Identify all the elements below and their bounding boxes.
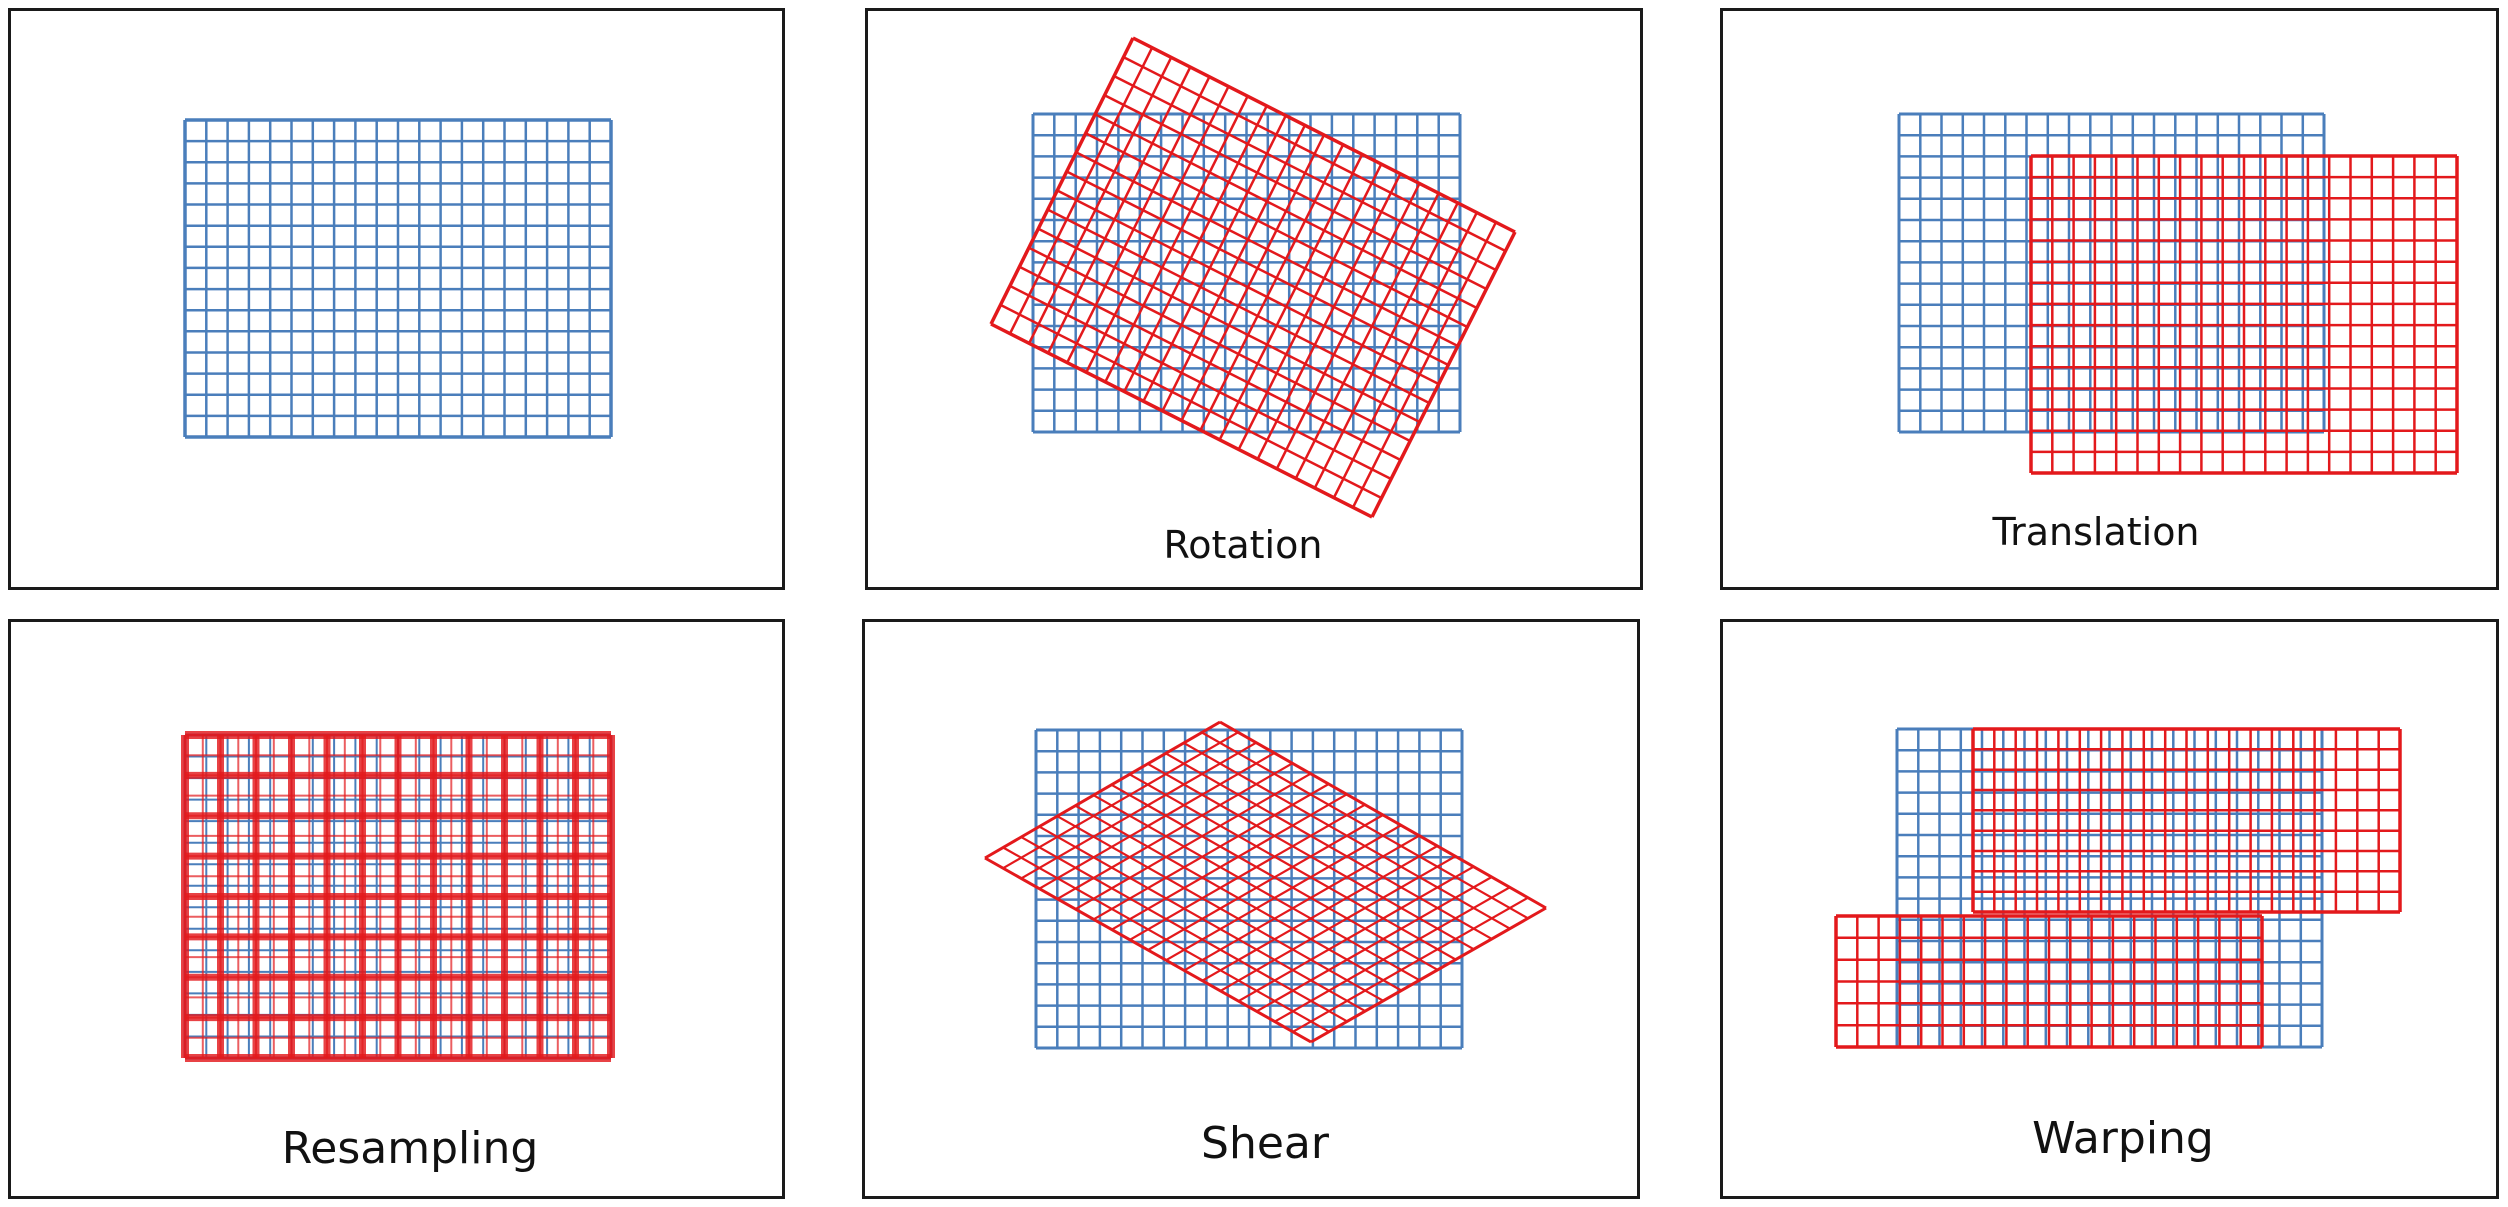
grid-line-horizontal [1038, 825, 1366, 1013]
grid-line-vertical [1066, 76, 1211, 364]
grid-line-vertical [1275, 182, 1421, 470]
rotation-transformed-grid [989, 36, 1517, 519]
grid-line-vertical [1274, 886, 1511, 1023]
grid-line-horizontal [1056, 815, 1384, 1002]
grid-line-horizontal [1092, 794, 1421, 982]
grid-line-vertical [1256, 876, 1493, 1013]
shear-transformed-grid [984, 720, 1547, 1044]
grid-line-horizontal [1165, 752, 1493, 940]
panel-translation [1720, 8, 2499, 590]
grid-line-vertical [1199, 144, 1345, 431]
grid-line-horizontal [1018, 265, 1402, 462]
grid-line-vertical [1147, 814, 1384, 951]
grid-line-horizontal [1129, 773, 1457, 961]
grid-line-vertical [1165, 824, 1402, 962]
grid-line-vertical [1129, 803, 1366, 941]
grid-line-vertical [1142, 115, 1287, 402]
grid-line-horizontal [1085, 132, 1468, 329]
grid-line-vertical [1104, 95, 1249, 383]
grid-line-vertical [1180, 134, 1326, 422]
resampling-fine-grid [184, 734, 612, 1059]
grid-line-vertical [989, 37, 1135, 325]
grid-line-horizontal [1047, 208, 1430, 405]
grid-layer [181, 36, 2459, 1062]
grid-line-vertical [984, 720, 1221, 860]
caption-resampling: Resampling [282, 1123, 539, 1174]
grid-line-horizontal [999, 303, 1383, 500]
grid-line-horizontal [1104, 94, 1487, 291]
grid-line-vertical [1047, 66, 1192, 354]
grid-line-vertical [1093, 783, 1330, 921]
caption-shear: Shear [1201, 1118, 1330, 1169]
grid-line-horizontal [1028, 246, 1411, 443]
grid-line-horizontal [1110, 783, 1439, 971]
grid-line-horizontal [990, 322, 1373, 519]
grid-line-vertical [1123, 105, 1268, 393]
grid-line-horizontal [984, 856, 1312, 1044]
grid-line-horizontal [1219, 720, 1547, 910]
grid-line-horizontal [1094, 113, 1478, 310]
grid-line-horizontal [1183, 741, 1511, 930]
grid-line-vertical [1008, 47, 1154, 335]
grid-line-horizontal [1075, 151, 1459, 348]
grid-line-horizontal [1113, 74, 1497, 272]
grid-line-vertical [1020, 741, 1257, 880]
warping-upper-warped-grid [1971, 727, 2402, 914]
grid-line-vertical [1056, 762, 1293, 900]
grid-line-vertical [1027, 56, 1173, 344]
grid-line-vertical [1183, 834, 1420, 972]
grid-line-vertical [1111, 793, 1348, 931]
grid-line-horizontal [1002, 846, 1330, 1033]
caption-translation: Translation [1991, 510, 2199, 554]
grid-line-vertical [1161, 124, 1307, 412]
grid-line-horizontal [1074, 804, 1402, 992]
grid-line-horizontal [1066, 170, 1449, 367]
grid-line-vertical [1256, 173, 1402, 460]
caption-rotation: Rotation [1164, 523, 1323, 567]
grid-line-vertical [1201, 845, 1438, 982]
grid-line-vertical [1002, 731, 1239, 870]
grid-line-vertical [1313, 202, 1459, 489]
panel-rotation [865, 8, 1643, 590]
grid-line-vertical [1075, 772, 1312, 911]
caption-warping: Warping [2032, 1113, 2214, 1164]
translation-transformed-grid [2029, 154, 2459, 475]
grid-line-horizontal [1009, 284, 1392, 481]
panel-original [8, 8, 785, 590]
grid-line-horizontal [1147, 762, 1475, 951]
grid-line-horizontal [1037, 227, 1421, 424]
grid-line-horizontal [1020, 836, 1348, 1023]
grid-line-vertical [1370, 231, 1517, 518]
grid-line-vertical [1351, 221, 1498, 508]
grid-line-horizontal [1056, 189, 1440, 386]
grid-line-horizontal [1201, 731, 1529, 920]
grid-line-vertical [1310, 906, 1547, 1044]
grid-line-vertical [1237, 163, 1383, 450]
translation-original-grid [1897, 112, 2326, 434]
grid-line-vertical [1292, 896, 1529, 1033]
grid-line-horizontal [1132, 36, 1516, 234]
original-grid [183, 118, 613, 439]
grid-line-vertical [1218, 153, 1364, 441]
grid-line-vertical [1085, 85, 1230, 373]
grid-line-vertical [1294, 192, 1440, 479]
grid-line-vertical [1332, 212, 1478, 499]
warping-original-grid [1895, 727, 2324, 1049]
grid-line-vertical [1238, 865, 1475, 1003]
grid-line-vertical [1038, 752, 1275, 890]
grid-line-vertical [1219, 855, 1456, 992]
grid-line-horizontal [1122, 55, 1507, 253]
warping-lower-warped-grid [1834, 914, 2264, 1049]
